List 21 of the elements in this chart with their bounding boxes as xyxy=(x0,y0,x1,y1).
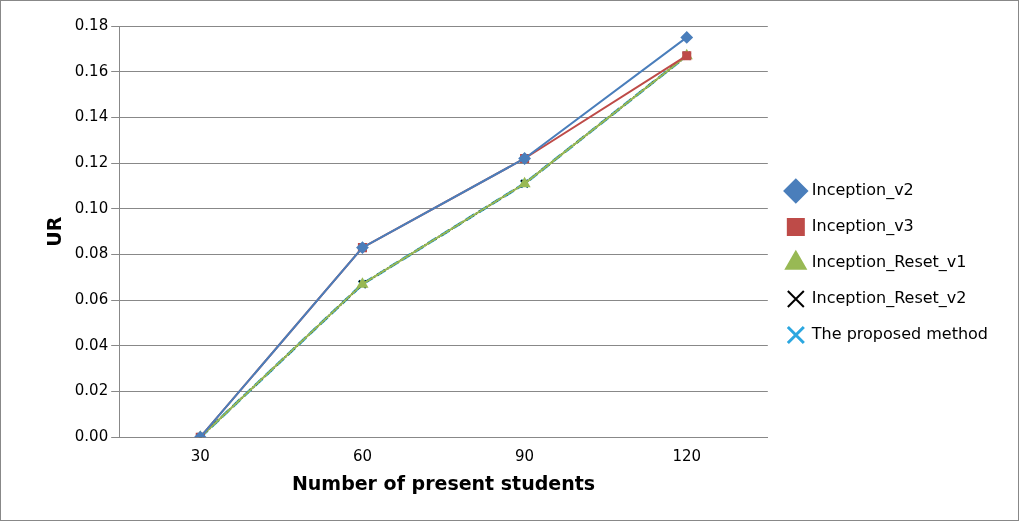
y-tick-label: 0.14 xyxy=(74,107,109,126)
legend-label: The proposed method xyxy=(810,324,988,344)
x-tick-label: 120 xyxy=(672,447,702,466)
y-tick-label: 0.12 xyxy=(74,152,109,171)
x-tick-label: 90 xyxy=(515,447,535,466)
legend-label: Inception_Reset_v2 xyxy=(811,288,967,309)
y-tick-label: 0.16 xyxy=(74,61,109,80)
y-tick-label: 0.10 xyxy=(74,198,109,217)
y-tick-label: 0.02 xyxy=(74,381,109,400)
legend-label: Inception_v2 xyxy=(811,180,914,201)
x-tick-label: 30 xyxy=(190,447,210,466)
x-tick-label: 60 xyxy=(352,447,372,466)
x-axis-title: Number of present students xyxy=(291,471,596,494)
y-tick-label: 0.08 xyxy=(74,244,109,263)
y-tick-label: 0.00 xyxy=(74,427,109,446)
y-tick-label: 0.18 xyxy=(74,15,109,34)
y-axis-title: UR xyxy=(43,216,66,247)
y-tick-label: 0.04 xyxy=(74,335,109,354)
y-tick-label: 0.06 xyxy=(74,290,109,309)
legend-label: Inception_Reset_v1 xyxy=(811,252,967,273)
legend-label: Inception_v3 xyxy=(811,216,914,237)
